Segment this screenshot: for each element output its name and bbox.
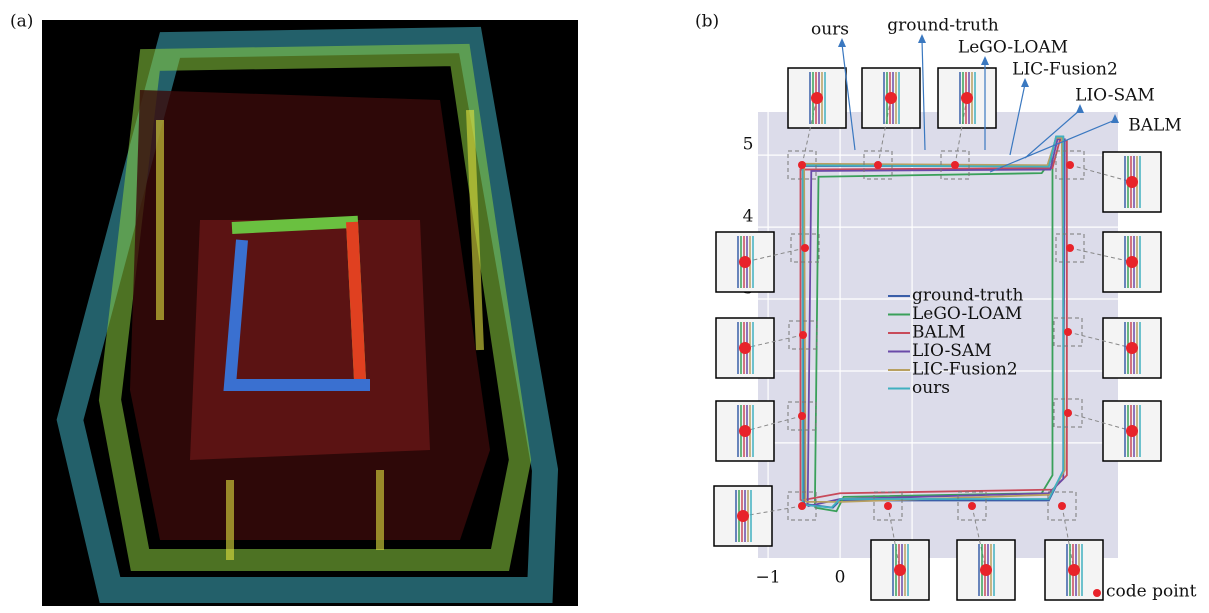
code-point — [1064, 409, 1072, 417]
legend-label: LIO-SAM — [912, 341, 992, 361]
code-point — [798, 412, 806, 420]
code-point — [1064, 328, 1072, 336]
code-point — [1058, 502, 1066, 510]
inset-point — [1126, 342, 1138, 354]
annotation: BALM — [1128, 116, 1181, 136]
panel-label: (b) — [695, 12, 719, 32]
inset-point — [739, 342, 751, 354]
inset-point — [811, 92, 823, 104]
legend-marker — [1093, 589, 1101, 597]
inset-point — [1126, 256, 1138, 268]
code-point — [798, 502, 806, 510]
code-point — [874, 161, 882, 169]
x-tick-label: −1 — [756, 568, 781, 588]
code-point — [798, 161, 806, 169]
figure: (a) (b) −10112345ground-truthLeGO-LOAMBA… — [0, 0, 1209, 609]
x-tick-label: 0 — [835, 568, 846, 588]
inset-point — [1068, 564, 1080, 576]
inset-point — [980, 564, 992, 576]
inset-point — [961, 92, 973, 104]
legend-label: LIC-Fusion2 — [912, 360, 1018, 380]
legend-label: ours — [912, 378, 950, 398]
y-tick-label: 5 — [743, 135, 754, 155]
inset-point — [1126, 425, 1138, 437]
code-point — [951, 161, 959, 169]
legend-label: code point — [1106, 582, 1197, 602]
annotation: LIC-Fusion2 — [1012, 60, 1118, 80]
annotation: LIO-SAM — [1075, 86, 1155, 106]
legend-label: LeGO-LOAM — [912, 304, 1022, 324]
inset-point — [737, 510, 749, 522]
annotation: ground-truth — [887, 16, 999, 36]
inset-point — [739, 256, 751, 268]
inset-point — [739, 425, 751, 437]
panel-label: (a) — [10, 12, 33, 32]
code-point — [799, 331, 807, 339]
legend-label: ground-truth — [912, 286, 1024, 306]
point-cloud — [42, 20, 578, 606]
code-point — [1066, 244, 1074, 252]
annotation: ours — [811, 20, 849, 40]
code-point — [801, 244, 809, 252]
inset-point — [885, 92, 897, 104]
code-point — [968, 502, 976, 510]
annotation: LeGO-LOAM — [958, 38, 1068, 58]
code-point — [884, 502, 892, 510]
y-tick-label: 4 — [743, 207, 754, 227]
inset-point — [1126, 176, 1138, 188]
legend-label: BALM — [912, 323, 965, 343]
code-point — [1066, 161, 1074, 169]
inset-point — [894, 564, 906, 576]
